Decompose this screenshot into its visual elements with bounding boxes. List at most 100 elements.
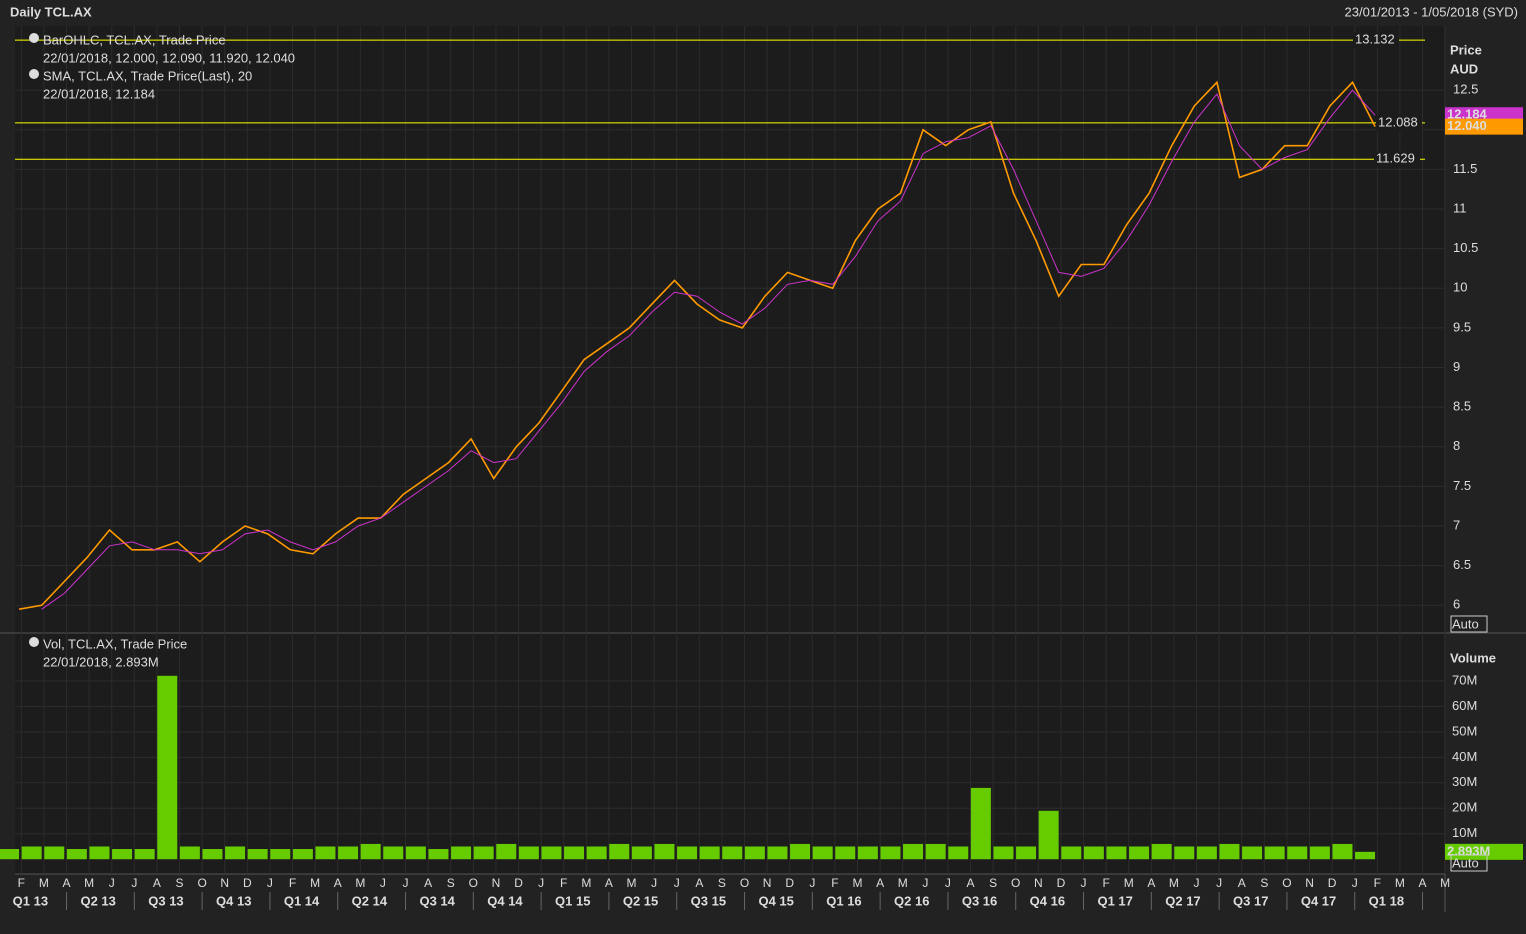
y-tick-label: 20M: [1452, 800, 1477, 815]
x-tick-label: M: [581, 876, 591, 890]
x-tick-label: J: [809, 876, 815, 890]
volume-bar: [970, 787, 991, 860]
volume-bar: [134, 849, 155, 860]
x-tick-label: O: [740, 876, 749, 890]
volume-axis-label: Volume: [1450, 650, 1496, 665]
x-tick-label: J: [651, 876, 657, 890]
x-tick-label: N: [220, 876, 229, 890]
last-value-box: [1445, 118, 1523, 135]
y-tick-label: 60M: [1452, 698, 1477, 713]
x-tick-label: J: [1081, 876, 1087, 890]
x-tick-label: S: [1260, 876, 1268, 890]
volume-bar: [564, 846, 585, 860]
x-tick-label: D: [514, 876, 523, 890]
volume-bar: [631, 846, 652, 860]
volume-bar: [903, 843, 924, 860]
volume-bar: [1242, 846, 1263, 860]
y-axis-unit: AUD: [1450, 61, 1478, 76]
legend-detail: 22/01/2018, 2.893M: [43, 654, 159, 669]
x-tick-label: M: [627, 876, 637, 890]
volume-bar: [338, 846, 359, 860]
y-tick-label: 7.5: [1453, 478, 1471, 493]
x-tick-label: N: [1034, 876, 1043, 890]
x-tick-label: M: [1124, 876, 1134, 890]
x-tick-label: A: [153, 876, 161, 890]
series-line: [18, 80, 1376, 610]
level-label: 13.132: [1355, 32, 1395, 47]
scale-mode[interactable]: Auto: [1452, 855, 1479, 870]
x-tick-label: J: [945, 876, 951, 890]
y-tick-label: 70M: [1452, 672, 1477, 687]
auto-box[interactable]: [1450, 854, 1488, 872]
quarter-label: Q3 13: [148, 893, 183, 908]
volume-bar: [383, 846, 404, 860]
x-tick-label: F: [18, 876, 25, 890]
quarter-label: Q4 13: [216, 893, 251, 908]
x-tick-label: J: [1194, 876, 1200, 890]
volume-bar: [812, 846, 833, 860]
quarter-label: Q2 16: [894, 893, 929, 908]
level-label-bg: [1376, 114, 1422, 131]
x-tick-label: A: [424, 876, 432, 890]
x-tick-label: J: [1216, 876, 1222, 890]
volume-bar: [1174, 846, 1195, 860]
volume-bar: [112, 849, 133, 860]
auto-box[interactable]: [1450, 615, 1488, 633]
quarter-label: Q1 18: [1369, 893, 1404, 908]
volume-bar: [0, 849, 20, 860]
quarter-label: Q1 16: [826, 893, 861, 908]
y-tick-label: 40M: [1452, 749, 1477, 764]
y-tick-label: 6: [1453, 597, 1460, 612]
volume-bar: [790, 843, 811, 860]
volume-bar: [609, 843, 630, 860]
y-tick-label: 11.5: [1453, 161, 1477, 176]
x-tick-label: M: [355, 876, 365, 890]
volume-bar: [1309, 846, 1330, 860]
x-tick-label: F: [1102, 876, 1109, 890]
y-tick-label: 11: [1453, 200, 1467, 215]
volume-bar: [1332, 843, 1353, 860]
y-tick-label: 12.5: [1453, 82, 1478, 97]
x-tick-label: D: [243, 876, 252, 890]
y-tick-label: 30M: [1452, 774, 1477, 789]
x-tick-label: O: [1282, 876, 1291, 890]
volume-bar: [586, 846, 607, 860]
volume-bar: [247, 849, 268, 860]
volume-bar: [699, 846, 720, 860]
volume-bar: [496, 843, 517, 860]
volume-bar: [405, 846, 426, 860]
last-volume-box: [1445, 843, 1523, 860]
y-tick-label: 9: [1453, 359, 1460, 374]
volume-bar: [89, 846, 110, 860]
x-tick-label: O: [197, 876, 206, 890]
legend-label: Vol, TCL.AX, Trade Price: [43, 636, 187, 651]
quarter-label: Q1 17: [1097, 893, 1132, 908]
x-tick-label: J: [403, 876, 409, 890]
x-tick-label: J: [922, 876, 928, 890]
volume-bar: [1151, 843, 1172, 860]
x-tick-label: M: [1440, 876, 1450, 890]
x-tick-label: M: [1169, 876, 1179, 890]
quarter-label: Q3 15: [691, 893, 726, 908]
legend-label: SMA, TCL.AX, Trade Price(Last), 20: [43, 68, 252, 83]
volume-bar: [857, 846, 878, 860]
legend-icon: [29, 637, 39, 647]
volume-bar: [835, 846, 856, 860]
series-line: [41, 89, 1376, 610]
volume-bar: [541, 846, 562, 860]
y-axis-label: Price: [1450, 42, 1482, 57]
volume-bar: [292, 849, 313, 860]
level-label-bg: [1374, 151, 1420, 168]
last-value-label: 12.184: [1447, 107, 1488, 122]
volume-bar: [1355, 851, 1376, 860]
x-tick-label: D: [1057, 876, 1066, 890]
volume-bar: [1264, 846, 1285, 860]
x-tick-label: A: [695, 876, 703, 890]
x-tick-label: M: [84, 876, 94, 890]
level-label: 12.088: [1378, 114, 1418, 129]
volume-bar: [21, 846, 42, 860]
y-tick-label: 10: [1453, 280, 1467, 295]
scale-mode[interactable]: Auto: [1452, 616, 1479, 631]
last-value-label: 12.040: [1447, 118, 1487, 133]
